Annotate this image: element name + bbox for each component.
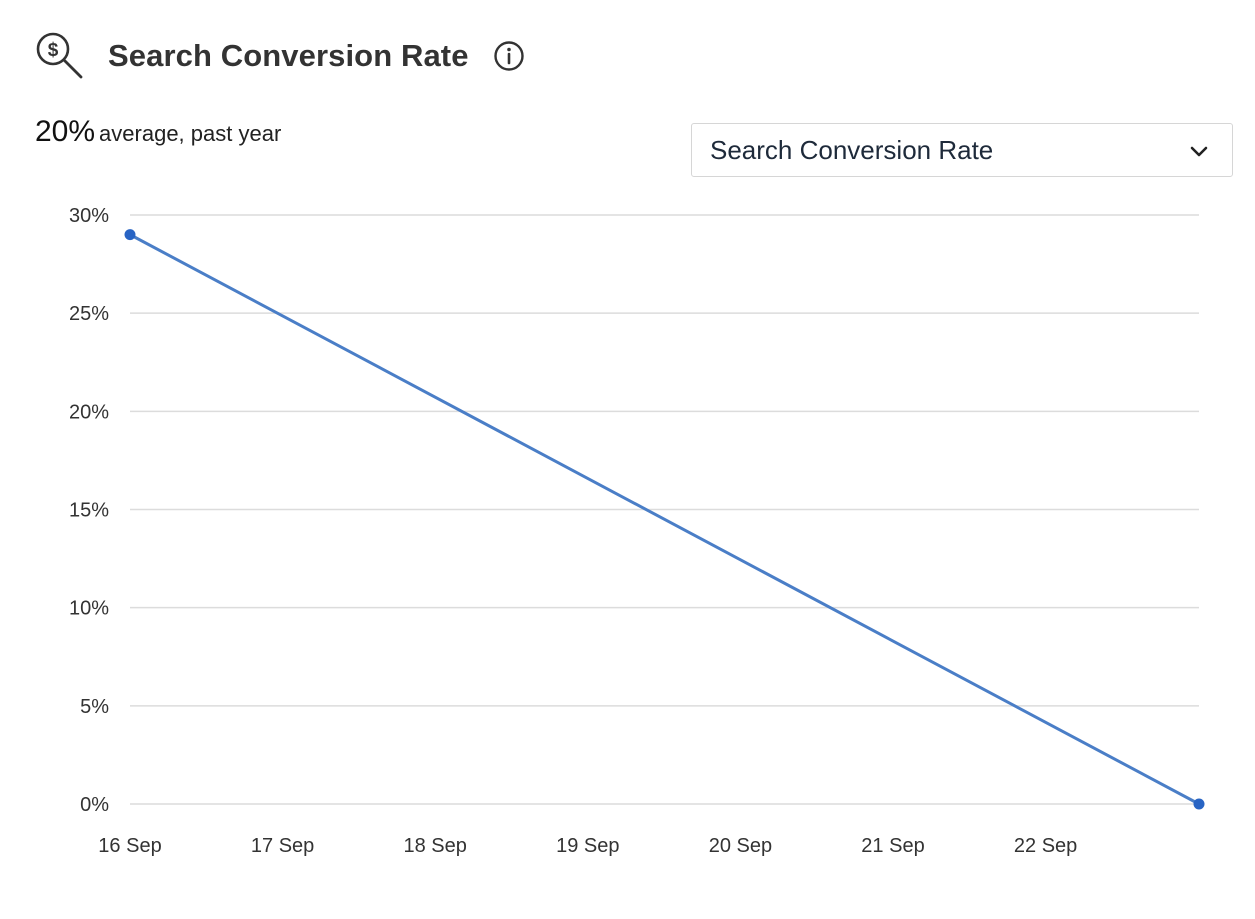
data-point: [124, 229, 136, 241]
data-point: [1193, 798, 1205, 810]
x-tick-label: 22 Sep: [1014, 835, 1077, 857]
y-tick-label: 0%: [80, 794, 109, 816]
metric-select-value: Search Conversion Rate: [710, 134, 994, 165]
svg-text:$: $: [48, 40, 59, 61]
average-value: 20%: [35, 115, 96, 148]
chart-header: $ Search Conversion Rate: [34, 30, 525, 82]
y-tick-label: 25%: [69, 303, 109, 325]
y-tick-label: 30%: [69, 205, 109, 227]
page-title: Search Conversion Rate: [108, 38, 469, 73]
x-tick-label: 21 Sep: [861, 835, 924, 857]
x-tick-label: 17 Sep: [251, 835, 314, 857]
y-tick-label: 20%: [69, 401, 109, 423]
x-tick-label: 19 Sep: [556, 835, 619, 857]
series-line: [128, 233, 1201, 806]
metric-select[interactable]: Search Conversion Rate: [691, 123, 1233, 177]
y-tick-label: 5%: [80, 696, 109, 718]
average-label: average, past year: [99, 121, 282, 146]
x-tick-label: 18 Sep: [404, 835, 467, 857]
chevron-down-icon: [1190, 146, 1208, 157]
y-tick-label: 15%: [69, 500, 109, 522]
y-tick-label: 10%: [69, 598, 109, 620]
info-icon[interactable]: [493, 40, 525, 72]
search-dollar-icon: $: [36, 32, 83, 79]
x-tick-label: 16 Sep: [98, 835, 161, 857]
x-tick-label: 20 Sep: [709, 835, 772, 857]
average-summary: 20% average, past year: [35, 115, 281, 149]
